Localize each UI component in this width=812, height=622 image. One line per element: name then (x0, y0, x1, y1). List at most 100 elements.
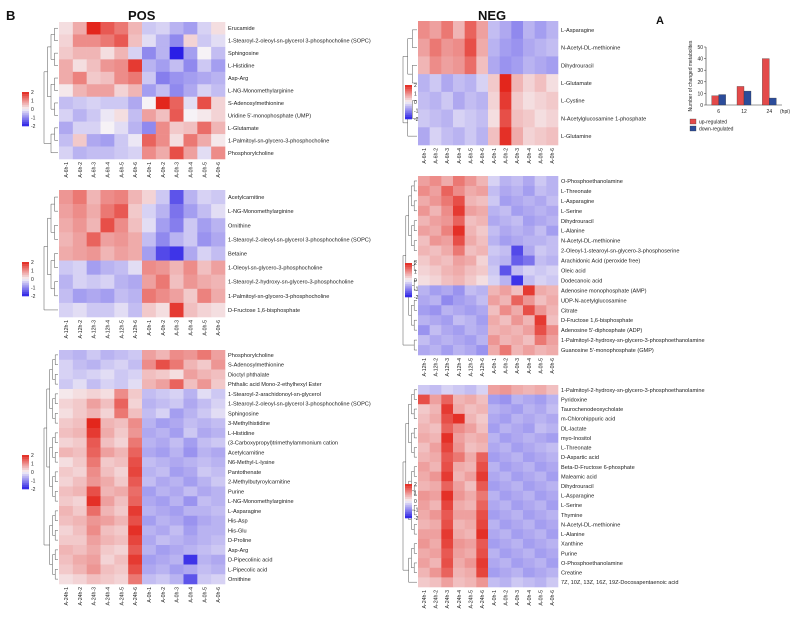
column-label: A-0h-5 (202, 587, 208, 603)
x-tick-label: 24 (767, 109, 773, 115)
heatmap-cell (211, 46, 226, 60)
heatmap-cell (523, 295, 535, 306)
heatmap-cell (114, 232, 129, 247)
heatmap-cell (429, 577, 442, 588)
heatmap-cell (59, 34, 74, 48)
heatmap-cell (100, 447, 115, 458)
heatmap-cell (488, 176, 500, 187)
row-label: 1-Palmitoyl-sn-glycero-3-phosphocholine (228, 138, 329, 144)
heatmap-cell (511, 127, 524, 146)
heatmap-cell (211, 379, 226, 390)
heatmap-cell (169, 398, 184, 409)
dendrogram-branch (413, 319, 417, 331)
heatmap-cell (476, 265, 489, 276)
heatmap-cell (523, 558, 535, 569)
heatmap-cell (155, 525, 170, 536)
heatmap-cell (523, 423, 535, 434)
heatmap-cell (183, 350, 198, 361)
color-legend-swatch (405, 484, 412, 487)
heatmap-cell (86, 457, 101, 468)
heatmap-cell (155, 121, 170, 135)
heatmap-cell (453, 235, 465, 246)
heatmap-cell (476, 195, 489, 207)
row-label: Taurochenodeoxycholate (561, 407, 623, 413)
heatmap-cell (114, 274, 129, 290)
heatmap-cell (476, 325, 489, 336)
heatmap-cell (197, 457, 212, 468)
heatmap-cell (100, 84, 115, 98)
heatmap-cell (476, 38, 489, 57)
heatmap-cell (211, 525, 226, 536)
color-legend-swatch (22, 119, 29, 123)
row-label: Creatine (561, 571, 582, 577)
heatmap-cell (453, 74, 465, 93)
heatmap-cell (511, 38, 524, 57)
heatmap-cell (114, 84, 129, 98)
column-label: A-0h-1 (492, 590, 498, 606)
heatmap-cell (72, 398, 87, 409)
heatmap-cell (453, 305, 465, 316)
dendrogram-branch (408, 195, 412, 236)
color-legend-swatch (405, 288, 412, 291)
heatmap-cell (155, 408, 170, 419)
dendrogram-branch (47, 217, 51, 275)
column-label: A-12h-6 (133, 320, 139, 339)
heatmap-cell (464, 74, 477, 93)
heatmap-cell (59, 467, 74, 478)
heatmap-cell (441, 315, 454, 326)
dendrogram-branch (413, 180, 417, 192)
heatmap-cell (429, 335, 442, 346)
color-legend-swatch (405, 513, 412, 517)
heatmap-cell (429, 205, 442, 217)
heatmap-cell (429, 127, 442, 146)
heatmap-cell (128, 134, 143, 147)
heatmap-cell (476, 176, 489, 187)
heatmap-cell (72, 379, 87, 390)
row-label: L-Threonate (561, 189, 591, 195)
color-legend-swatch (405, 509, 412, 512)
heatmap-cell (534, 500, 547, 511)
heatmap-cell (441, 205, 454, 217)
heatmap-cell (429, 91, 442, 110)
heatmap-cell (476, 423, 489, 434)
heatmap-cell (441, 461, 454, 472)
heatmap-cell (453, 195, 465, 207)
column-label: A-0h-2 (161, 320, 167, 336)
heatmap-cell (523, 442, 535, 453)
heatmap-cell (100, 457, 115, 468)
color-legend-swatch (405, 515, 412, 519)
heatmap-cell (511, 275, 524, 286)
heatmap-cell (155, 389, 170, 400)
heatmap-cell (441, 471, 454, 482)
dendrogram-branch (413, 300, 417, 311)
heatmap-cell (72, 246, 87, 261)
heatmap-cell (86, 288, 101, 304)
heatmap-cell (155, 190, 170, 205)
color-legend-tick: -2 (414, 117, 419, 123)
heatmap-cell (114, 457, 129, 468)
heatmap-cell (499, 225, 512, 236)
heatmap-cell (86, 96, 101, 110)
heatmap-cell (114, 389, 129, 400)
heatmap-cell (453, 519, 465, 530)
heatmap-cell (523, 195, 535, 207)
heatmap-cell (534, 423, 547, 434)
dendrogram-branch (407, 38, 413, 75)
dendrogram-branch (54, 52, 58, 66)
heatmap-cell (488, 538, 500, 549)
heatmap-cell (142, 496, 157, 507)
dendrogram-branch (54, 530, 58, 541)
heatmap-cell (114, 46, 129, 60)
heatmap-cell (546, 345, 559, 356)
heatmap-cell (418, 538, 430, 549)
color-legend-swatch (405, 488, 412, 491)
heatmap-cell (197, 437, 212, 448)
heatmap-cell (534, 461, 547, 472)
heatmap-cell (142, 535, 157, 546)
heatmap-cell (523, 176, 535, 187)
heatmap-cell (499, 481, 512, 492)
heatmap-cell (197, 274, 212, 290)
heatmap-cell (100, 190, 115, 205)
heatmap-cell (169, 218, 184, 233)
heatmap-cell (476, 335, 489, 346)
